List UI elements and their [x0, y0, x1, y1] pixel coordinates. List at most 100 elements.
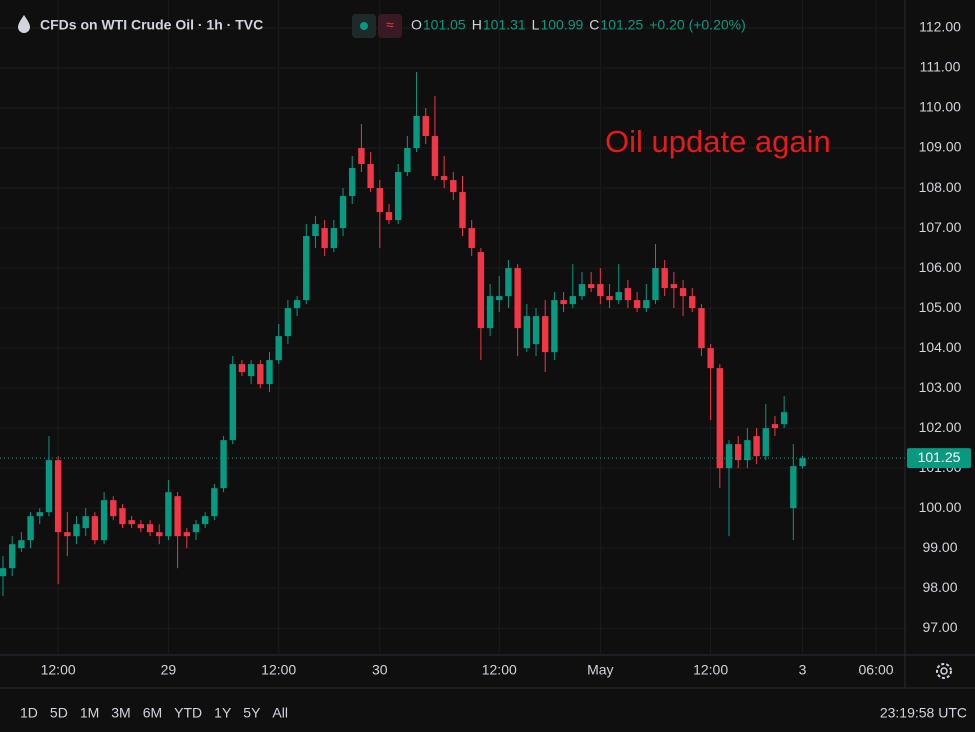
candle-body [266, 360, 273, 385]
range-button[interactable]: 1Y [214, 705, 232, 721]
candle-body [679, 288, 687, 297]
candle-body [780, 412, 788, 425]
candle-body [293, 300, 301, 309]
candle-body [615, 292, 622, 301]
ohlc-value: 101.31 [483, 17, 526, 33]
candle-body [790, 466, 797, 509]
candle-body [0, 568, 7, 577]
candle-body [587, 284, 595, 289]
candle-body [413, 116, 420, 149]
candle-body [486, 296, 494, 329]
last-price-label: 101.25 [918, 449, 961, 465]
range-button[interactable]: 6M [143, 705, 162, 721]
candle-body [146, 524, 154, 533]
x-tick-label: 30 [372, 662, 388, 678]
x-tick-label: 3 [799, 662, 807, 678]
candle-body [156, 532, 163, 537]
gear-inner[interactable] [940, 667, 948, 675]
candle-body [523, 316, 531, 349]
candle-body [275, 336, 282, 361]
symbol-icon [18, 15, 30, 33]
y-tick-label: 108.00 [919, 179, 962, 195]
candle-body [64, 532, 71, 537]
candle-body [440, 176, 448, 181]
candle-body [514, 268, 521, 329]
candle-body [578, 284, 586, 297]
ohlc-value: 100.99 [540, 17, 583, 33]
candle-body [707, 348, 714, 369]
candle-body [532, 316, 540, 345]
candle-body [312, 224, 319, 237]
settings-icon[interactable] [936, 663, 952, 679]
candle-body [725, 444, 733, 469]
candle-body [735, 444, 742, 461]
ohlc-key: H [472, 17, 482, 33]
candle-body [321, 228, 328, 249]
range-button[interactable]: 5D [50, 705, 68, 721]
candle-body [192, 524, 200, 533]
candle-body [624, 288, 632, 301]
y-tick-label: 102.00 [919, 419, 962, 435]
candle-body [8, 544, 16, 569]
y-tick-label: 105.00 [919, 299, 962, 315]
candle-body [771, 424, 779, 429]
candle-body [18, 540, 25, 549]
candle-body [606, 296, 613, 301]
candle-body [633, 300, 641, 309]
range-button[interactable]: 5Y [243, 705, 261, 721]
range-button[interactable]: YTD [174, 705, 202, 721]
candle-body [27, 516, 34, 541]
range-button[interactable]: 1D [20, 705, 38, 721]
gear-outer[interactable] [936, 663, 952, 679]
candle-body [211, 488, 218, 517]
candle-body [229, 364, 236, 441]
candle-body [542, 316, 549, 353]
candle-body [303, 236, 310, 301]
candle-body [220, 440, 227, 489]
candle-body [496, 296, 503, 301]
x-tick-label: 06:00 [859, 662, 894, 678]
candle-body [450, 180, 457, 193]
candle-body [477, 252, 485, 329]
candle-body [505, 268, 512, 297]
overlay: 101.25 [0, 448, 971, 469]
candle-body [247, 364, 255, 377]
candle-body [459, 192, 466, 229]
status-badge [378, 14, 402, 38]
candle-body [422, 116, 429, 137]
candle-body [54, 460, 62, 533]
candle-body [238, 364, 246, 373]
y-tick-label: 111.00 [920, 59, 961, 75]
candle-body [119, 508, 126, 525]
candle-body [597, 284, 604, 297]
range-button[interactable]: All [272, 705, 288, 721]
candle-body [110, 500, 117, 517]
candle-body [689, 296, 696, 309]
y-tick-label: 110.00 [919, 99, 961, 115]
candle-body [45, 460, 53, 513]
candle-body [643, 300, 650, 309]
candle-body [165, 492, 172, 537]
range-button[interactable]: 1M [80, 705, 99, 721]
candle-body [137, 524, 145, 529]
candle-body [551, 300, 558, 353]
range-button[interactable]: 3M [111, 705, 130, 721]
candle-body [73, 524, 80, 537]
candle-body [670, 284, 678, 289]
legend-header: CFDs on WTI Crude Oil · 1h · TVC ≈ O 101.… [18, 14, 746, 38]
candle-body [744, 440, 751, 461]
candle-body [560, 300, 567, 305]
symbol-title: CFDs on WTI Crude Oil · 1h · TVC [40, 17, 263, 33]
ohlc-key: L [532, 17, 540, 33]
x-tick-label: 12:00 [482, 662, 517, 678]
x-tick-label: 29 [161, 662, 177, 678]
candle-body [201, 516, 209, 525]
candle-body [174, 496, 181, 537]
candle-body [652, 268, 659, 301]
y-tick-label: 107.00 [919, 219, 962, 235]
grid: 97.0098.0099.00100.00101.00102.00103.001… [0, 0, 962, 678]
x-tick-label: 12:00 [693, 662, 728, 678]
